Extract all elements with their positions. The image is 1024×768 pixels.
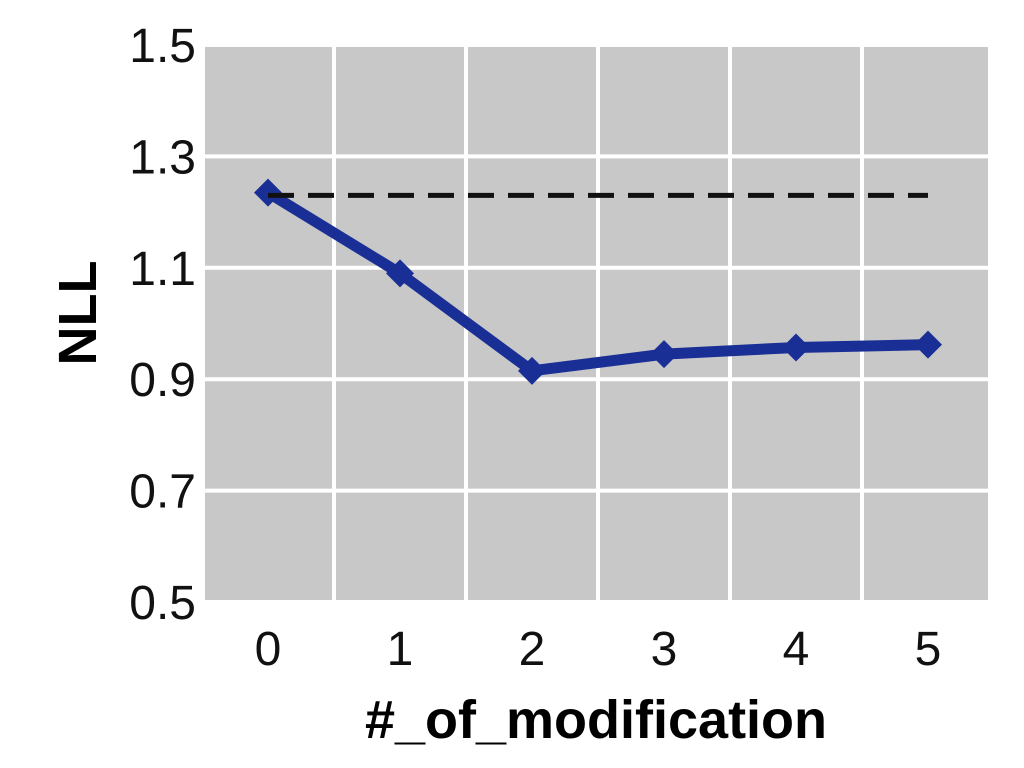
data-point-marker — [254, 178, 282, 207]
y-axis-title: NLL — [48, 261, 108, 366]
grid-lines — [205, 43, 988, 604]
data-point-marker — [782, 333, 810, 362]
x-tick-label: 1 — [387, 623, 414, 676]
data-point-marker — [386, 259, 414, 288]
x-tick-label: 0 — [255, 623, 282, 676]
x-tick-label: 3 — [651, 623, 678, 676]
data-point-marker — [914, 330, 942, 359]
x-tick-label: 5 — [915, 623, 942, 676]
x-tick-label: 4 — [783, 623, 810, 676]
x-axis-title: #_of_modification — [365, 690, 827, 750]
series-line-0 — [265, 187, 929, 377]
x-tick-label: 2 — [519, 623, 546, 676]
series-group — [254, 178, 942, 385]
y-tick-label: 0.7 — [129, 466, 196, 519]
y-tick-label: 0.9 — [129, 354, 196, 407]
data-point-marker — [518, 356, 546, 385]
y-tick-label: 1.3 — [129, 131, 196, 184]
x-tick-labels: 0 1 2 3 4 5 — [255, 623, 942, 676]
y-tick-labels: 0.5 0.7 0.9 1.1 1.3 1.5 — [129, 20, 196, 630]
y-tick-label: 1.5 — [129, 20, 196, 73]
data-point-marker — [650, 340, 678, 369]
y-tick-label: 0.5 — [129, 577, 196, 630]
y-tick-label: 1.1 — [129, 243, 196, 296]
